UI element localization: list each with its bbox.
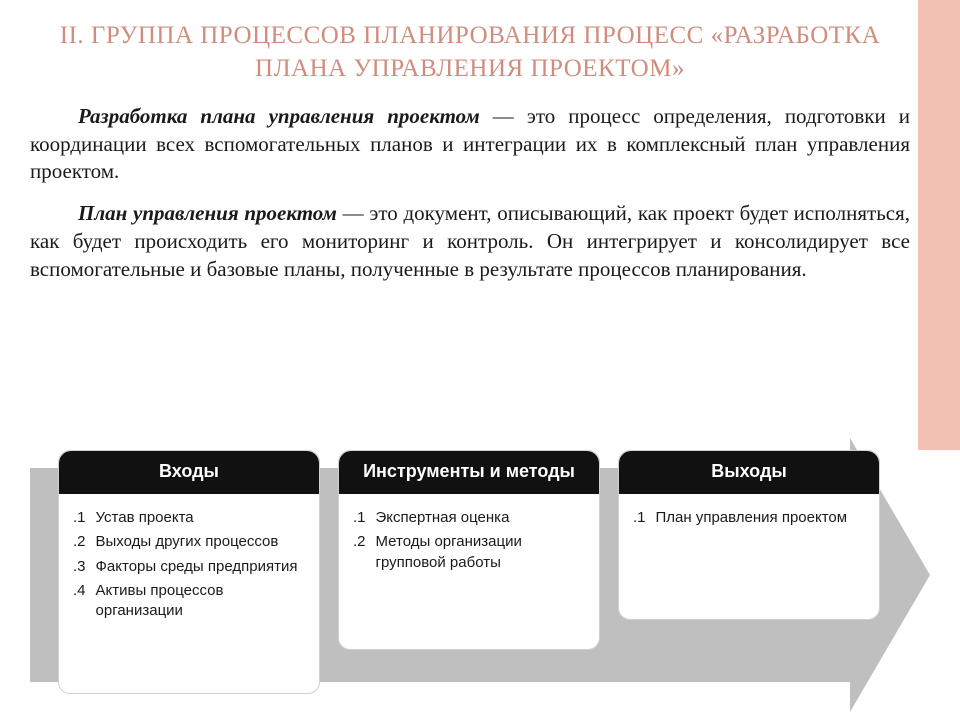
box-inputs: Входы .1 Устав проекта .2 Выходы других пр… xyxy=(58,450,320,694)
list-item: .4Активы процессов организации xyxy=(73,581,309,622)
box-list: .1 Экспертная оценка .2Методы организации… xyxy=(339,494,599,587)
box-list: .1 План управления проектом xyxy=(619,494,879,542)
list-item: .2 Выходы других процессов xyxy=(73,532,309,552)
item-num: .2 xyxy=(73,532,86,552)
box-tools: Инструменты и методы .1 Экспертная оценка… xyxy=(338,450,600,650)
process-boxes: Входы .1 Устав проекта .2 Выходы других пр… xyxy=(58,450,880,694)
box-header: Входы xyxy=(59,451,319,494)
list-item: .2Методы организации групповой работы xyxy=(353,532,589,573)
paragraph-2: План управления проектом — это документ,… xyxy=(30,200,910,283)
item-text: План управления проектом xyxy=(656,508,848,528)
item-num: .2 xyxy=(353,532,366,573)
para1-lead: Разработка плана управления проектом xyxy=(78,104,480,128)
item-num: .1 xyxy=(353,508,366,528)
paragraph-1: Разработка плана управления проектом — э… xyxy=(30,103,910,186)
item-text: Методы организации групповой работы xyxy=(376,532,589,573)
list-item: .3 Факторы среды предприятия xyxy=(73,557,309,577)
item-num: .1 xyxy=(633,508,646,528)
box-list: .1 Устав проекта .2 Выходы других процессо… xyxy=(59,494,319,635)
list-item: .1 Устав проекта xyxy=(73,508,309,528)
item-num: .3 xyxy=(73,557,86,577)
list-item: .1 Экспертная оценка xyxy=(353,508,589,528)
slide-content: II. ГРУППА ПРОЦЕССОВ ПЛАНИРОВАНИЯ ПРОЦЕС… xyxy=(0,0,960,283)
box-header: Выходы xyxy=(619,451,879,494)
item-num: .4 xyxy=(73,581,86,622)
process-diagram: Входы .1 Устав проекта .2 Выходы других пр… xyxy=(30,450,930,700)
slide-title: II. ГРУППА ПРОЦЕССОВ ПЛАНИРОВАНИЯ ПРОЦЕС… xyxy=(30,20,910,85)
item-text: Выходы других процессов xyxy=(96,532,279,552)
item-text: Факторы среды предприятия xyxy=(96,557,298,577)
list-item: .1 План управления проектом xyxy=(633,508,869,528)
box-outputs: Выходы .1 План управления проектом xyxy=(618,450,880,620)
box-header: Инструменты и методы xyxy=(339,451,599,494)
item-text: Активы процессов организации xyxy=(96,581,309,622)
item-num: .1 xyxy=(73,508,86,528)
para2-lead: План управления проектом xyxy=(78,201,337,225)
item-text: Устав проекта xyxy=(96,508,194,528)
item-text: Экспертная оценка xyxy=(376,508,510,528)
